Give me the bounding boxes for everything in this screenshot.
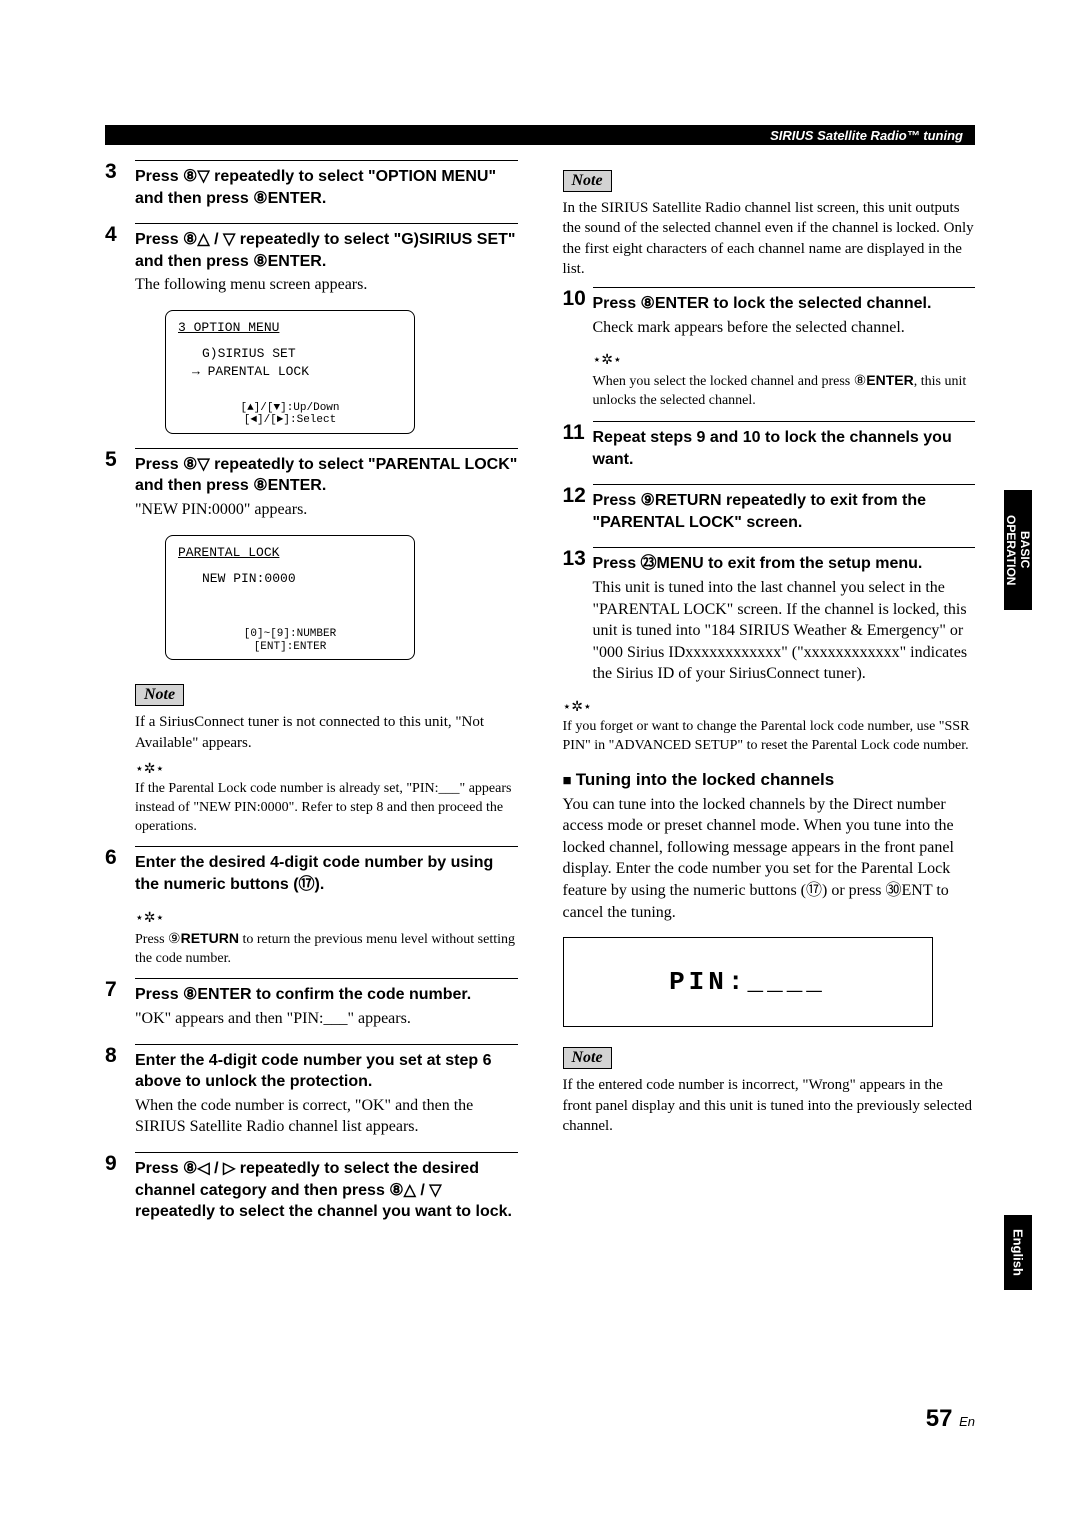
section-text: You can tune into the locked channels by… bbox=[563, 794, 976, 924]
right-column: Note In the SIRIUS Satellite Radio chann… bbox=[563, 160, 976, 1237]
note-label: Note bbox=[563, 1047, 612, 1069]
note-text: If a SiriusConnect tuner is not connecte… bbox=[135, 712, 518, 753]
step-num: 11 bbox=[563, 421, 593, 470]
step-text: "OK" appears and then "PIN:___" appears. bbox=[135, 1008, 518, 1030]
step-8: 8 Enter the 4-digit code number you set … bbox=[105, 1044, 518, 1138]
hint-icon: ⋆✲⋆ bbox=[135, 761, 518, 778]
step-title: Press ⑧ENTER to confirm the code number. bbox=[135, 984, 518, 1006]
step-11: 11 Repeat steps 9 and 10 to lock the cha… bbox=[563, 421, 976, 470]
step-title: Press ⑨RETURN repeatedly to exit from th… bbox=[593, 490, 976, 533]
hint-icon: ⋆✲⋆ bbox=[563, 699, 976, 716]
step-title: Enter the desired 4-digit code number by… bbox=[135, 852, 518, 895]
step-text: When the code number is correct, "OK" an… bbox=[135, 1095, 518, 1138]
step-title: Press ⑧◁ / ▷ repeatedly to select the de… bbox=[135, 1158, 518, 1223]
page-number-suffix: En bbox=[959, 1414, 975, 1429]
step-title: Press ⑧▽ repeatedly to select "PARENTAL … bbox=[135, 454, 518, 497]
section-heading: Tuning into the locked channels bbox=[563, 770, 976, 790]
lcd-title: 3 OPTION MENU bbox=[178, 319, 402, 337]
step-num: 3 bbox=[105, 160, 135, 209]
note-text: In the SIRIUS Satellite Radio channel li… bbox=[563, 198, 976, 279]
step-text: The following menu screen appears. bbox=[135, 274, 518, 296]
hint-icon: ⋆✲⋆ bbox=[135, 910, 518, 927]
step-text: "NEW PIN:0000" appears. bbox=[135, 499, 518, 521]
hint-icon: ⋆✲⋆ bbox=[593, 352, 976, 369]
left-column: 3 Press ⑧▽ repeatedly to select "OPTION … bbox=[105, 160, 518, 1237]
lcd-footer: [▲]/[▼]:Up/Down [◄]/[►]:Select bbox=[178, 402, 402, 427]
step-6: 6 Enter the desired 4-digit code number … bbox=[105, 846, 518, 895]
step-5: 5 Press ⑧▽ repeatedly to select "PARENTA… bbox=[105, 448, 518, 521]
lcd-line: G)SIRIUS SET bbox=[178, 345, 402, 363]
page-number-value: 57 bbox=[926, 1405, 953, 1432]
step-num: 12 bbox=[563, 484, 593, 533]
page-number: 57 En bbox=[926, 1405, 975, 1433]
header-bar: SIRIUS Satellite Radio™ tuning bbox=[105, 125, 975, 145]
step-7: 7 Press ⑧ENTER to confirm the code numbe… bbox=[105, 978, 518, 1029]
step-num: 13 bbox=[563, 547, 593, 685]
lcd-line: → PARENTAL LOCK bbox=[178, 363, 402, 381]
step-num: 9 bbox=[105, 1152, 135, 1223]
lcd-option-menu: 3 OPTION MENU G)SIRIUS SET → PARENTAL LO… bbox=[165, 310, 415, 434]
step-num: 4 bbox=[105, 223, 135, 296]
side-tab-english: English bbox=[1004, 1215, 1032, 1290]
note-label: Note bbox=[135, 684, 184, 706]
step-12: 12 Press ⑨RETURN repeatedly to exit from… bbox=[563, 484, 976, 533]
note-text: If the entered code number is incorrect,… bbox=[563, 1075, 976, 1136]
hint-text: Press ⑨RETURN to return the previous men… bbox=[135, 929, 518, 969]
step-num: 10 bbox=[563, 287, 593, 338]
step-4: 4 Press ⑧△ / ▽ repeatedly to select "G)S… bbox=[105, 223, 518, 296]
step-13: 13 Press ㉓MENU to exit from the setup me… bbox=[563, 547, 976, 685]
step-title: Press ⑧ENTER to lock the selected channe… bbox=[593, 293, 976, 315]
step-num: 7 bbox=[105, 978, 135, 1029]
step-text: This unit is tuned into the last channel… bbox=[593, 577, 976, 685]
lcd-line: NEW PIN:0000 bbox=[178, 570, 402, 588]
step-num: 8 bbox=[105, 1044, 135, 1138]
step-3: 3 Press ⑧▽ repeatedly to select "OPTION … bbox=[105, 160, 518, 209]
step-title: Press ㉓MENU to exit from the setup menu. bbox=[593, 553, 976, 575]
step-10: 10 Press ⑧ENTER to lock the selected cha… bbox=[563, 287, 976, 338]
step-title: Repeat steps 9 and 10 to lock the channe… bbox=[593, 427, 976, 470]
hint-text: If you forget or want to change the Pare… bbox=[563, 718, 976, 756]
note-label: Note bbox=[563, 170, 612, 192]
content-columns: 3 Press ⑧▽ repeatedly to select "OPTION … bbox=[105, 160, 975, 1237]
lcd-title: PARENTAL LOCK bbox=[178, 544, 402, 562]
lcd-parental-lock: PARENTAL LOCK NEW PIN:0000 [0]~[9]:NUMBE… bbox=[165, 535, 415, 661]
step-text: Check mark appears before the selected c… bbox=[593, 317, 976, 339]
step-num: 6 bbox=[105, 846, 135, 895]
pin-display: PIN:____ bbox=[563, 937, 933, 1027]
header-title: SIRIUS Satellite Radio™ tuning bbox=[770, 128, 963, 143]
step-title: Press ⑧▽ repeatedly to select "OPTION ME… bbox=[135, 166, 518, 209]
step-9: 9 Press ⑧◁ / ▷ repeatedly to select the … bbox=[105, 1152, 518, 1223]
step-title: Press ⑧△ / ▽ repeatedly to select "G)SIR… bbox=[135, 229, 518, 272]
step-num: 5 bbox=[105, 448, 135, 521]
side-tab-basic-operation: BASIC OPERATION bbox=[1004, 490, 1032, 610]
hint-text: If the Parental Lock code number is alre… bbox=[135, 780, 518, 837]
hint-text: When you select the locked channel and p… bbox=[593, 371, 976, 411]
lcd-footer: [0]~[9]:NUMBER [ENT]:ENTER bbox=[178, 628, 402, 653]
step-title: Enter the 4-digit code number you set at… bbox=[135, 1050, 518, 1093]
